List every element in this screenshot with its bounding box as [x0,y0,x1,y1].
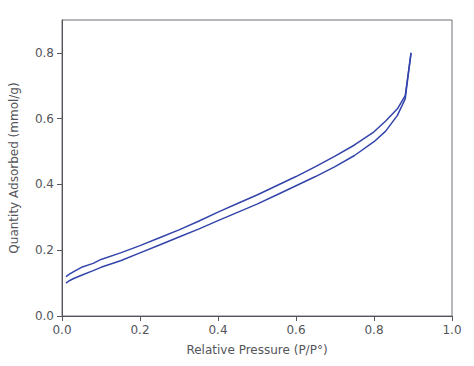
svg-text:0.0: 0.0 [35,309,54,323]
svg-text:0.0: 0.0 [52,323,71,337]
svg-text:Quantity Adsorbed (mmol/g): Quantity Adsorbed (mmol/g) [7,82,21,253]
svg-text:0.8: 0.8 [364,323,383,337]
svg-text:1.0: 1.0 [442,323,461,337]
svg-text:0.6: 0.6 [35,112,54,126]
svg-text:0.6: 0.6 [286,323,305,337]
svg-text:Relative Pressure (P/P°): Relative Pressure (P/P°) [186,343,327,357]
svg-text:0.4: 0.4 [35,177,54,191]
svg-text:0.4: 0.4 [208,323,227,337]
svg-text:0.2: 0.2 [130,323,149,337]
svg-text:0.8: 0.8 [35,46,54,60]
svg-text:0.2: 0.2 [35,243,54,257]
